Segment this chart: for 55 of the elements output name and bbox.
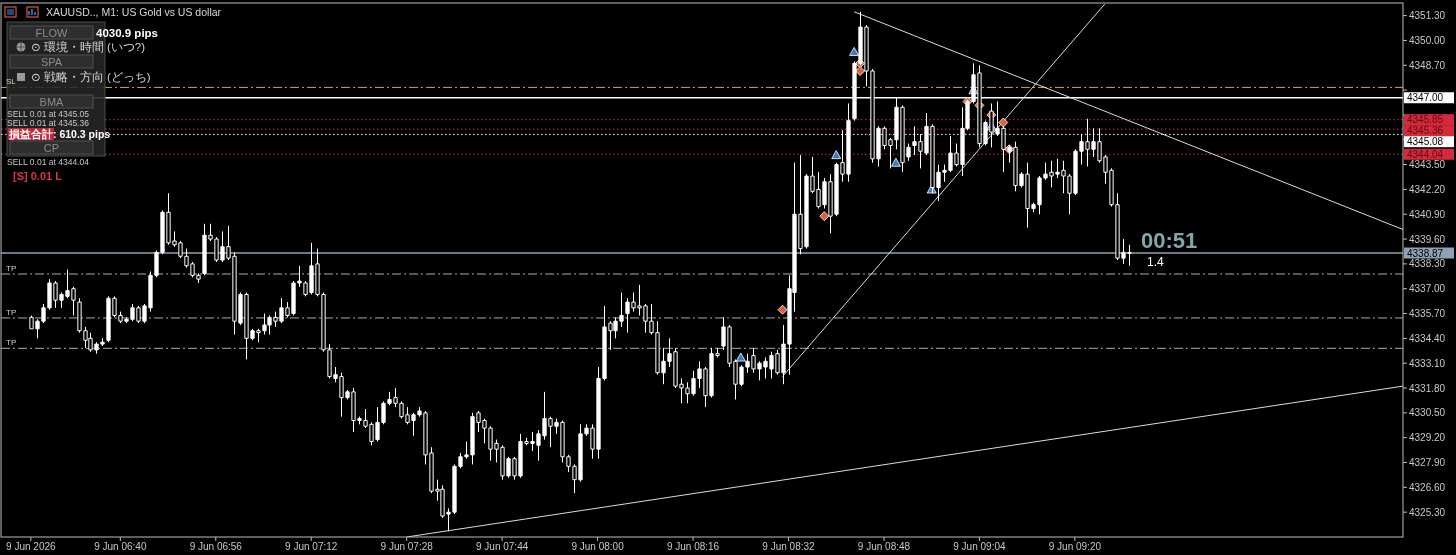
annotation: CP — [43, 141, 60, 154]
annotation: SELL 0.01 at 4344.04 — [7, 157, 90, 167]
y-tick-label: 4335.70 — [1409, 308, 1446, 320]
annotation: SPA — [40, 55, 63, 68]
x-tick-label: 9 Jun 08:32 — [762, 541, 816, 552]
y-tick-label: 4330.50 — [1409, 407, 1446, 419]
y-tick-label: 4334.40 — [1409, 332, 1446, 344]
ref-line-label: 4347.00 — [1407, 92, 1444, 104]
x-tick-label: 9 Jun 07:28 — [380, 541, 434, 552]
y-tick-label: 4339.60 — [1409, 233, 1446, 245]
y-tick-label: 4337.00 — [1409, 283, 1446, 295]
y-tick-label: 4348.70 — [1409, 59, 1446, 71]
ref-line-label: SL — [6, 77, 17, 87]
ref-line-label: 4344.04 — [1407, 148, 1444, 160]
y-tick-label: 4333.10 — [1409, 357, 1446, 369]
annotation: 損益合計: 610.3 pips — [8, 128, 111, 141]
x-tick-label: 9 Jun 09:04 — [953, 541, 1006, 552]
ref-line-label: 4338.87 — [1407, 247, 1444, 259]
ref-line-label: 4345.08 — [1407, 136, 1444, 148]
y-tick-label: 4326.60 — [1409, 481, 1446, 493]
x-tick-label: 9 Jun 2026 — [6, 541, 57, 552]
annotation: BMA — [39, 95, 65, 108]
y-tick-label: 4331.80 — [1409, 382, 1446, 394]
y-tick-label: 4340.90 — [1409, 208, 1446, 220]
y-tick-label: 4329.20 — [1409, 432, 1446, 444]
y-tick-label: 4342.20 — [1409, 183, 1446, 195]
x-tick-label: 9 Jun 08:48 — [857, 541, 911, 552]
ref-line-label: TP — [6, 264, 17, 274]
x-tick-label: 9 Jun 07:12 — [285, 541, 338, 552]
y-tick-label: 4350.00 — [1409, 34, 1446, 46]
annotation: 00:51 — [1141, 227, 1198, 253]
y-tick-label: 4325.30 — [1409, 506, 1446, 518]
annotation: FLOW — [35, 26, 68, 39]
x-tick-label: 9 Jun 08:16 — [666, 541, 720, 552]
chart-title: XAUUSD.., M1: US Gold vs US dollar — [46, 6, 222, 18]
ref-line-label: TP — [6, 307, 17, 317]
annotation: SELL 0.01 at 4345.36 — [7, 118, 90, 128]
x-tick-label: 9 Jun 06:56 — [189, 541, 243, 552]
annotation: SELL 0.01 at 4345.05 — [7, 109, 90, 119]
annotation: 4030.9 pips — [96, 27, 159, 39]
x-tick-label: 9 Jun 08:00 — [571, 541, 625, 552]
x-tick-label: 9 Jun 06:40 — [94, 541, 147, 552]
y-tick-label: 4338.30 — [1409, 258, 1446, 270]
y-tick-label: 4351.30 — [1409, 10, 1446, 22]
annotation: ⊙ 環境・時間 (いつ?) — [31, 40, 146, 53]
annotation: 1.4 — [1147, 255, 1165, 269]
ref-line-label: 4345.36 — [1407, 125, 1444, 137]
x-tick-label: 9 Jun 09:20 — [1048, 541, 1102, 552]
y-tick-label: 4327.90 — [1409, 457, 1446, 469]
annotation: [S] 0.01 L — [13, 170, 63, 182]
x-tick-label: 9 Jun 07:44 — [476, 541, 529, 552]
ref-line-label: 4345.85 — [1407, 114, 1444, 126]
ref-line-label: TP — [6, 338, 17, 348]
y-tick-label: 4343.50 — [1409, 159, 1446, 171]
annotation: ⊙ 戦略・方向 (どっち) — [31, 70, 151, 83]
